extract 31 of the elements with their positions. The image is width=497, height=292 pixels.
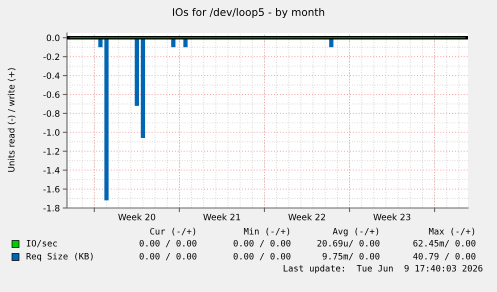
- x-tick-label: Week 22: [288, 214, 326, 220]
- y-tick-label: 0.0: [46, 34, 60, 42]
- text: 0.00 / 0.00: [234, 240, 290, 248]
- x-tick-label: Week 21: [203, 214, 240, 220]
- y-tick-label: -1.6: [43, 186, 60, 193]
- y-tick-label: -1.8: [43, 204, 60, 212]
- legend-label: IO/sec: [26, 240, 57, 248]
- text: 9.75m/ 0.00: [322, 252, 380, 260]
- y-tick-label: -0.4: [43, 72, 60, 80]
- text: Last update: Tue Jun 9 17:40:03 2026: [284, 264, 482, 274]
- text: 0.00 / 0.00: [234, 252, 290, 260]
- text: Avg (-/+): [332, 228, 378, 236]
- y-tick-label: -1.0: [43, 129, 60, 136]
- legend-label: Req Size (KB): [26, 252, 93, 262]
- text: 0.00 / 0.00: [140, 252, 196, 260]
- text: 0.00 / 0.00: [140, 240, 196, 248]
- x-tick-label: Week 20: [118, 214, 156, 220]
- y-tick-label: -1.2: [43, 148, 60, 155]
- y-tick-label: -0.6: [43, 91, 60, 98]
- y-tick-label: -1.4: [43, 167, 60, 174]
- text: Max (-/+): [428, 228, 474, 236]
- text: Min (-/+): [244, 228, 290, 236]
- text: 20.69u/ 0.00: [317, 240, 380, 248]
- text: Cur (-/+): [150, 228, 196, 236]
- text: 40.79 / 0.00: [413, 252, 476, 260]
- text: 62.45m/ 0.00: [413, 240, 476, 248]
- chart-title: IOs for /dev/loop5 - by month: [173, 8, 324, 18]
- y-axis-title: Units read (-) / write (+): [8, 68, 16, 172]
- x-tick-label: Week 23: [373, 214, 410, 220]
- y-tick-label: -0.8: [43, 110, 60, 117]
- y-tick-label: -0.2: [43, 53, 60, 60]
